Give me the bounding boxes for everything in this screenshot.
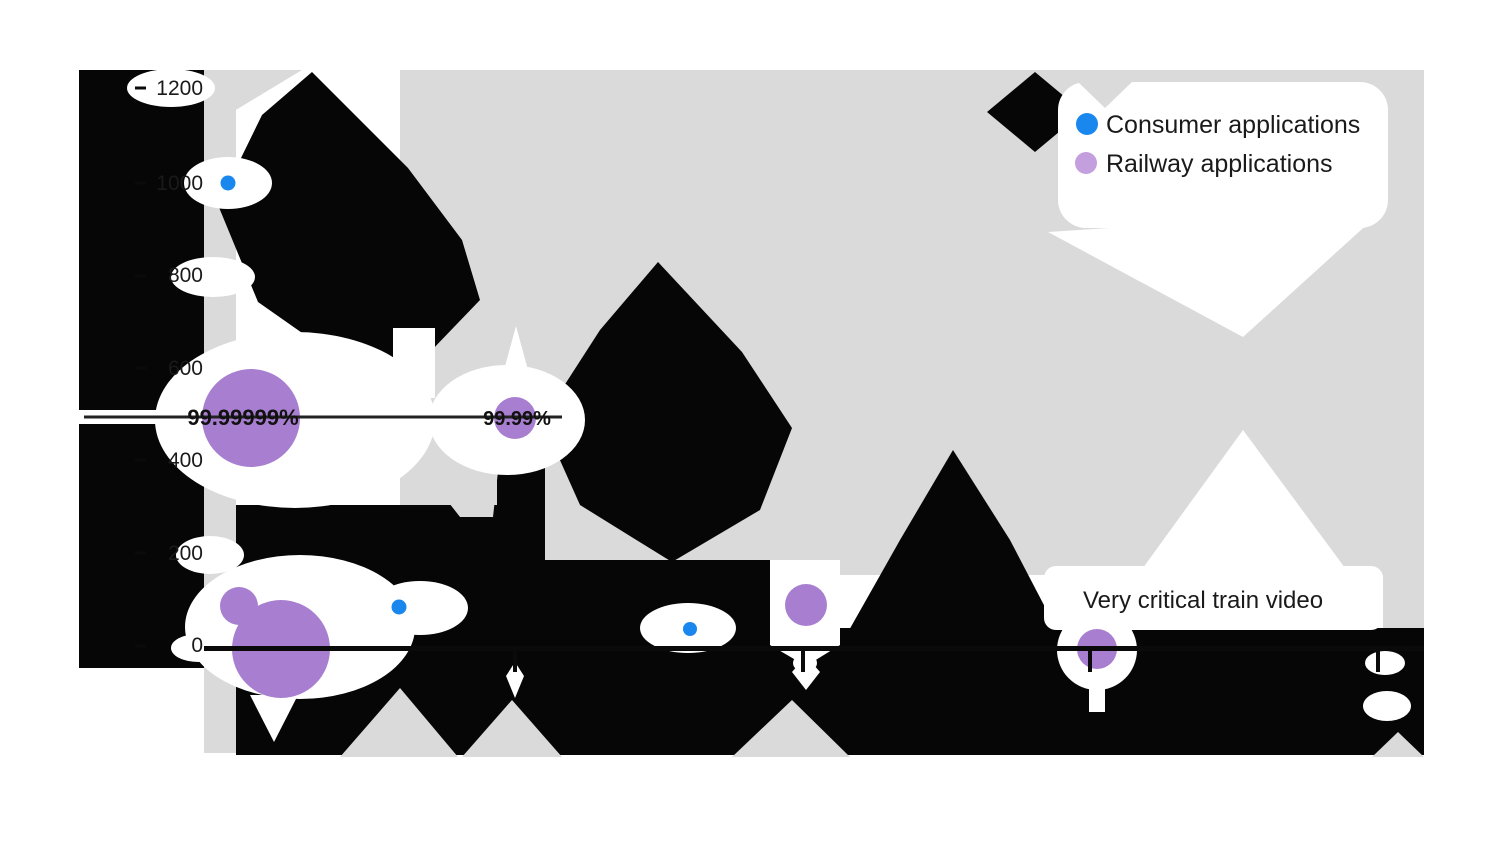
- gray-diamond-above-legend: [1078, 82, 1132, 108]
- white-tail-below-axis: [250, 695, 298, 742]
- x-tick-4: [1376, 650, 1380, 672]
- legend-label-railway: Railway applications: [1106, 150, 1333, 178]
- dot-consumer-3: [683, 622, 697, 636]
- white-diamond-tick-4a: [1365, 651, 1405, 675]
- white-diamond-tick-4b: [1363, 691, 1411, 721]
- y-tick-label-400: 400: [168, 449, 203, 472]
- label-train-video: Very critical train video: [1083, 587, 1323, 614]
- gray-diamond-bottom-3: [732, 700, 850, 757]
- label-99-99: 99.99%: [483, 408, 551, 430]
- x-tick-3: [1088, 650, 1092, 672]
- axes: [84, 86, 1424, 672]
- x-axis-line: [204, 646, 1424, 651]
- dot-consumer-2: [391, 599, 407, 615]
- y-tick-label-800: 800: [168, 264, 203, 287]
- white-wedge-x-bottom: [1140, 430, 1348, 572]
- gray-diamond-bottom-2: [462, 700, 562, 757]
- white-lens-tick-800: [171, 257, 255, 297]
- y-tick-label-0: 0: [191, 634, 203, 657]
- gray-diamond-bottom-1: [340, 688, 458, 757]
- dot-consumer-1: [220, 175, 236, 191]
- annotations: 99.99999% 99.99% Very critical train vid…: [187, 405, 1323, 614]
- bubble-railway-mid: [785, 584, 827, 626]
- y-tick-label-1200: 1200: [156, 77, 203, 100]
- legend: Consumer applications Railway applicatio…: [1075, 111, 1360, 178]
- white-diamond-above-small-bubble: [498, 326, 534, 392]
- white-train-video-band: [1044, 566, 1383, 630]
- white-strip-train-tick: [1089, 668, 1105, 712]
- white-lens-tick-200: [176, 536, 244, 574]
- legend-dot-railway: [1075, 152, 1097, 174]
- legend-label-consumer: Consumer applications: [1106, 111, 1360, 139]
- y-tick-label-1000: 1000: [156, 172, 203, 195]
- gray-right-edge: [1383, 575, 1424, 628]
- white-diamond-tick-1: [506, 662, 524, 698]
- annotation-connector-line: [84, 415, 562, 419]
- black-blob-b: [542, 262, 792, 562]
- y-tick-label-600: 600: [168, 357, 203, 380]
- gray-accent-layer: [340, 453, 1424, 757]
- y-tick-label-200: 200: [168, 542, 203, 565]
- black-blob-c: [848, 450, 1058, 632]
- y-axis-labels: 1200 1000 800 600 400 200 0: [156, 77, 203, 657]
- x-tick-1: [513, 650, 517, 672]
- legend-dot-consumer: [1076, 113, 1098, 135]
- white-eye-blue-dot-2: [372, 581, 468, 635]
- black-blob-a: [218, 72, 480, 368]
- white-wedge-x-top: [1048, 210, 1383, 337]
- label-99-99999: 99.99999%: [187, 405, 298, 430]
- gray-diamond-bottom-right: [1372, 732, 1424, 757]
- white-lens-tick-1200: [127, 69, 215, 107]
- y-tick-dashes: [135, 86, 146, 648]
- white-legend-area: [1058, 82, 1388, 228]
- x-tick-2: [801, 650, 805, 672]
